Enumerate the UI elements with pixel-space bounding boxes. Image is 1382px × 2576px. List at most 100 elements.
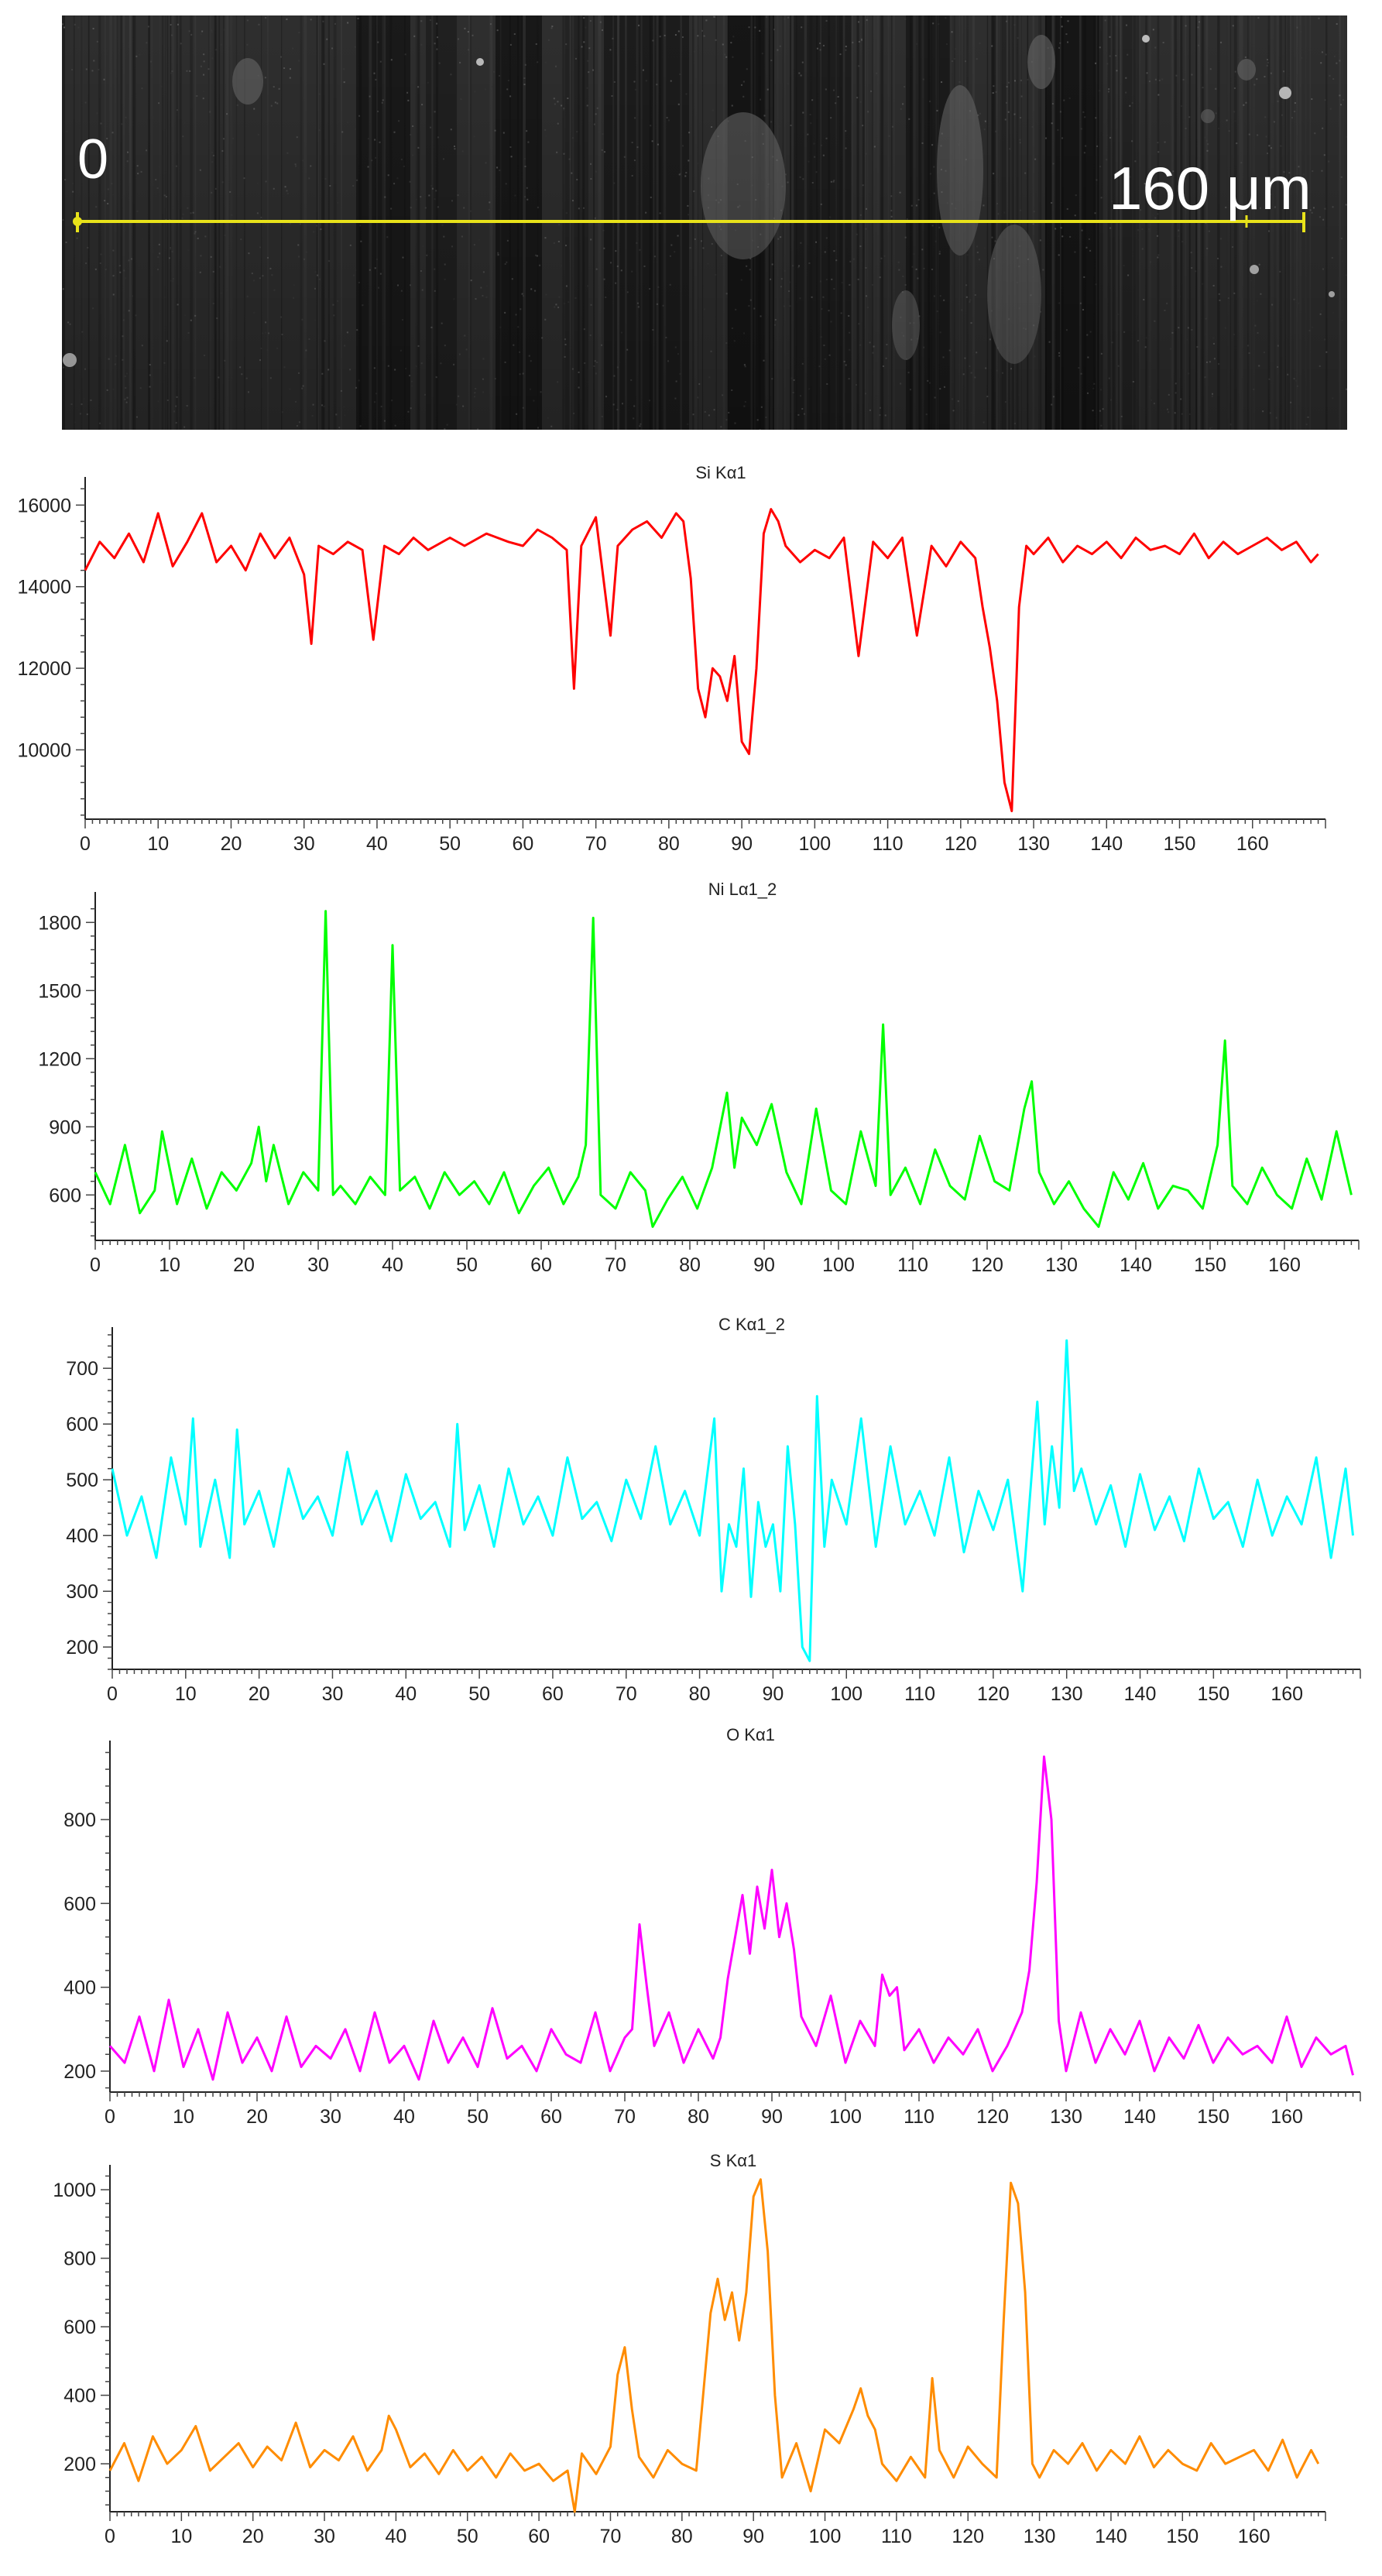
o-x-tick-label: 130 [1050, 2106, 1082, 2128]
c-x-tick-label: 130 [1051, 1683, 1083, 1705]
o-profile-svg: O Kα1 0 10 20 30 40 50 60 70 80 90 100 110 120 130 140 1… [63, 1725, 1361, 2128]
si-y-tick-label: 16000 [17, 495, 71, 516]
o-x-tick-label: 90 [761, 2106, 783, 2128]
s-y-tick-label: 400 [63, 2386, 96, 2407]
s-y-tick-label: 800 [63, 2248, 96, 2270]
ni-y-tick-label: 900 [49, 1116, 81, 1138]
o-x-tick-label: 60 [540, 2106, 562, 2128]
c-x-tick-label: 10 [175, 1683, 197, 1705]
si-profile-svg: Si Kα1 0 10 20 30 40 50 60 70 80 90 100 110 120 130 140… [17, 463, 1326, 855]
c-y-tick-label: 200 [66, 1637, 98, 1658]
c-x-tick-label: 80 [689, 1683, 711, 1705]
si-x-tick-label: 140 [1090, 833, 1123, 855]
c-x-tick-label: 20 [249, 1683, 270, 1705]
ni-x-tick-label: 100 [822, 1254, 855, 1276]
c-profile-svg: C Kα1_2 0 10 20 30 40 50 60 70 80 90 100 110 120 130 14… [66, 1315, 1361, 1705]
o-x-tick-label: 140 [1123, 2106, 1156, 2128]
si-y-tick-label: 12000 [17, 658, 71, 680]
s-x-tick-label: 40 [386, 2526, 407, 2547]
c-x-tick-label: 140 [1124, 1683, 1157, 1705]
o-x-tick-label: 0 [105, 2106, 115, 2128]
s-x-tick-label: 0 [105, 2526, 115, 2547]
scale-start-label: 0 [77, 129, 108, 190]
ni-y-tick-label: 1800 [38, 912, 81, 934]
s-x-tick-label: 140 [1095, 2526, 1127, 2547]
o-x-tick-label: 20 [246, 2106, 268, 2128]
o-y-tick-label: 200 [63, 2061, 96, 2083]
s-x-tick-label: 160 [1238, 2526, 1271, 2547]
si-series-line [84, 508, 1319, 812]
s-x-tick-label: 90 [742, 2526, 764, 2547]
o-profile-chart: O Kα1 0 10 20 30 40 50 60 70 80 90 100 110 120 130 140 1… [0, 1720, 1382, 2154]
s-profile-chart: S Kα1 0 10 20 30 40 50 60 70 80 90 100 110 120 130 140 1… [0, 2139, 1382, 2572]
s-y-tick-label: 1000 [53, 2180, 96, 2201]
s-x-tick-label: 150 [1166, 2526, 1199, 2547]
ni-x-tick-label: 0 [90, 1254, 101, 1276]
o-x-tick-label: 120 [976, 2106, 1009, 2128]
ni-x-tick-label: 140 [1120, 1254, 1152, 1276]
o-x-tick-label: 30 [320, 2106, 341, 2128]
s-x-tick-label: 20 [242, 2526, 264, 2547]
s-profile-svg: S Kα1 0 10 20 30 40 50 60 70 80 90 100 110 120 130 140 1… [53, 2151, 1326, 2547]
ni-x-tick-label: 50 [456, 1254, 478, 1276]
s-y-tick-label: 200 [63, 2454, 96, 2475]
ni-chart-title: Ni Lα1_2 [708, 880, 777, 899]
s-x-tick-label: 30 [314, 2526, 335, 2547]
ni-x-tick-label: 150 [1194, 1254, 1226, 1276]
s-x-tick-label: 120 [952, 2526, 984, 2547]
c-chart-title: C Kα1_2 [718, 1315, 785, 1334]
o-x-tick-label: 10 [173, 2106, 194, 2128]
c-profile-chart: C Kα1_2 0 10 20 30 40 50 60 70 80 90 100 110 120 130 14… [0, 1312, 1382, 1745]
ni-series-line [94, 910, 1353, 1228]
s-x-tick-label: 80 [671, 2526, 693, 2547]
o-x-tick-label: 160 [1271, 2106, 1303, 2128]
c-x-tick-label: 120 [977, 1683, 1010, 1705]
c-x-tick-label: 60 [542, 1683, 564, 1705]
si-y-tick-label: 10000 [17, 739, 71, 761]
si-x-tick-label: 70 [585, 833, 607, 855]
c-x-tick-label: 50 [468, 1683, 490, 1705]
ni-x-tick-label: 80 [679, 1254, 701, 1276]
o-y-tick-label: 800 [63, 1809, 96, 1831]
o-x-tick-label: 110 [904, 2106, 934, 2128]
si-x-tick-label: 120 [945, 833, 977, 855]
o-x-tick-label: 150 [1197, 2106, 1229, 2128]
si-x-tick-label: 10 [147, 833, 169, 855]
c-x-tick-label: 40 [395, 1683, 417, 1705]
si-y-tick-label: 14000 [17, 577, 71, 599]
o-x-tick-label: 80 [688, 2106, 709, 2128]
o-x-tick-label: 50 [467, 2106, 489, 2128]
s-x-tick-label: 50 [457, 2526, 478, 2547]
sem-micrograph: 0 160 μm [62, 15, 1347, 430]
c-x-tick-label: 0 [107, 1683, 118, 1705]
c-series-line [111, 1339, 1354, 1662]
ni-y-tick-label: 1500 [38, 980, 81, 1002]
ni-y-tick-label: 600 [49, 1185, 81, 1206]
ni-x-tick-label: 70 [605, 1254, 626, 1276]
scale-bar-start-dot [73, 217, 82, 226]
si-x-tick-label: 160 [1236, 833, 1269, 855]
s-x-tick-label: 10 [170, 2526, 192, 2547]
c-x-tick-label: 30 [322, 1683, 344, 1705]
ni-x-tick-label: 30 [307, 1254, 329, 1276]
ni-x-tick-label: 20 [233, 1254, 255, 1276]
ni-x-tick-label: 110 [897, 1254, 928, 1276]
o-x-tick-label: 70 [614, 2106, 636, 2128]
si-profile-chart: Si Kα1 0 10 20 30 40 50 60 70 80 90 100 110 120 130 140… [0, 441, 1382, 875]
sem-image-drawing: 0 160 μm [62, 15, 1347, 430]
c-x-tick-label: 70 [616, 1683, 637, 1705]
o-chart-title: O Kα1 [726, 1725, 775, 1744]
o-x-tick-label: 40 [393, 2106, 415, 2128]
si-x-tick-label: 0 [80, 833, 91, 855]
c-y-tick-label: 500 [66, 1470, 98, 1491]
s-chart-title: S Kα1 [710, 2151, 756, 2170]
c-x-tick-label: 100 [830, 1683, 862, 1705]
ni-x-tick-label: 10 [159, 1254, 180, 1276]
scale-end-label: 160 μm [1109, 154, 1312, 222]
si-x-tick-label: 80 [658, 833, 680, 855]
s-series-line [108, 2178, 1320, 2513]
c-x-tick-label: 150 [1197, 1683, 1229, 1705]
si-x-tick-label: 110 [873, 833, 904, 855]
s-x-tick-label: 110 [881, 2526, 912, 2547]
ni-x-tick-label: 60 [530, 1254, 552, 1276]
